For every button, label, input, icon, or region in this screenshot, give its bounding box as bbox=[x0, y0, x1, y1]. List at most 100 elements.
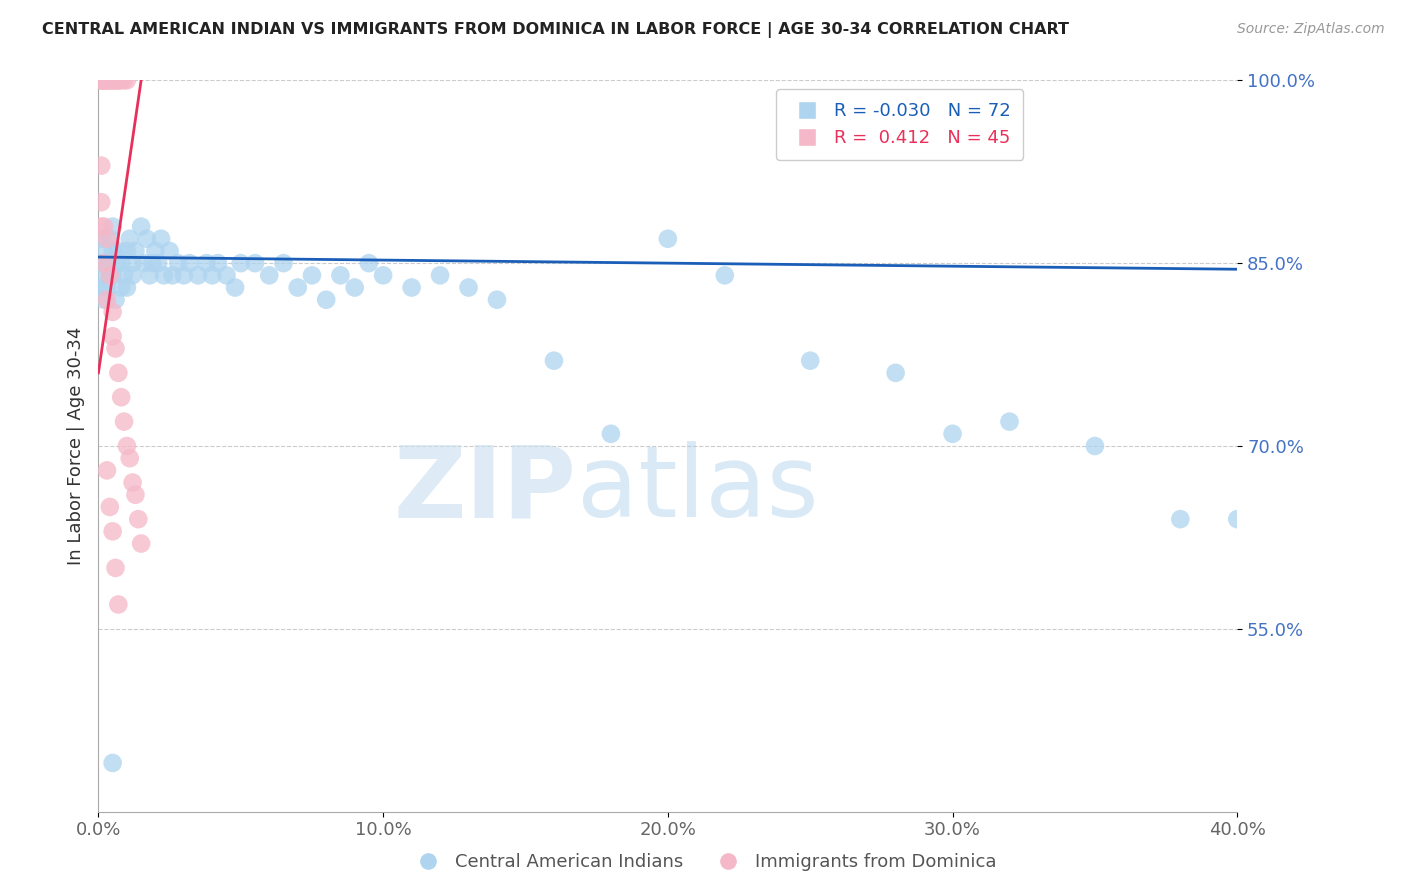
Point bbox=[90, 280, 112, 294]
Point bbox=[329, 268, 352, 283]
Point bbox=[101, 305, 124, 319]
Point bbox=[207, 256, 229, 270]
Point bbox=[93, 219, 115, 234]
Point bbox=[90, 232, 112, 246]
Point bbox=[118, 232, 141, 246]
Point bbox=[93, 256, 115, 270]
Point bbox=[110, 390, 132, 404]
Point bbox=[273, 256, 295, 270]
Point bbox=[104, 561, 127, 575]
Point bbox=[799, 353, 821, 368]
Point bbox=[112, 73, 135, 87]
Point bbox=[101, 756, 124, 770]
Point bbox=[90, 73, 112, 87]
Point bbox=[121, 256, 143, 270]
Point bbox=[201, 268, 224, 283]
Point bbox=[104, 256, 127, 270]
Point bbox=[90, 195, 112, 210]
Point bbox=[93, 268, 115, 283]
Point bbox=[101, 524, 124, 539]
Point bbox=[90, 73, 112, 87]
Point bbox=[115, 73, 138, 87]
Point bbox=[98, 268, 121, 283]
Point bbox=[104, 342, 127, 356]
Point bbox=[287, 280, 309, 294]
Point bbox=[301, 268, 323, 283]
Point bbox=[104, 73, 127, 87]
Point bbox=[96, 256, 118, 270]
Point bbox=[357, 256, 380, 270]
Point bbox=[215, 268, 238, 283]
Point bbox=[1170, 512, 1192, 526]
Point bbox=[90, 159, 112, 173]
Point bbox=[96, 280, 118, 294]
Point bbox=[343, 280, 366, 294]
Point bbox=[121, 268, 143, 283]
Point bbox=[96, 232, 118, 246]
Point bbox=[243, 256, 266, 270]
Point bbox=[195, 256, 218, 270]
Point bbox=[112, 415, 135, 429]
Point bbox=[714, 268, 737, 283]
Point bbox=[315, 293, 337, 307]
Point bbox=[110, 256, 132, 270]
Point bbox=[429, 268, 451, 283]
Point bbox=[124, 244, 146, 258]
Point bbox=[104, 293, 127, 307]
Point bbox=[107, 366, 129, 380]
Point bbox=[90, 219, 112, 234]
Point bbox=[101, 244, 124, 258]
Point bbox=[93, 73, 115, 87]
Point bbox=[107, 244, 129, 258]
Text: ZIP: ZIP bbox=[394, 442, 576, 539]
Point bbox=[153, 268, 176, 283]
Y-axis label: In Labor Force | Age 30-34: In Labor Force | Age 30-34 bbox=[66, 326, 84, 566]
Point bbox=[101, 73, 124, 87]
Point bbox=[373, 268, 395, 283]
Point bbox=[159, 244, 181, 258]
Point bbox=[457, 280, 479, 294]
Point bbox=[93, 73, 115, 87]
Point bbox=[167, 256, 190, 270]
Point bbox=[135, 232, 157, 246]
Point bbox=[96, 293, 118, 307]
Point bbox=[162, 268, 184, 283]
Point bbox=[110, 73, 132, 87]
Point bbox=[224, 280, 246, 294]
Point bbox=[121, 475, 143, 490]
Point bbox=[657, 232, 679, 246]
Point bbox=[110, 280, 132, 294]
Point bbox=[112, 268, 135, 283]
Point bbox=[998, 415, 1021, 429]
Point bbox=[93, 73, 115, 87]
Point bbox=[96, 73, 118, 87]
Point bbox=[124, 488, 146, 502]
Point bbox=[187, 268, 209, 283]
Point bbox=[96, 463, 118, 477]
Point bbox=[145, 244, 167, 258]
Point bbox=[942, 426, 965, 441]
Point bbox=[101, 73, 124, 87]
Point bbox=[98, 73, 121, 87]
Point bbox=[129, 536, 152, 550]
Point bbox=[107, 73, 129, 87]
Text: Source: ZipAtlas.com: Source: ZipAtlas.com bbox=[1237, 22, 1385, 37]
Point bbox=[98, 268, 121, 283]
Point bbox=[884, 366, 907, 380]
Point bbox=[115, 244, 138, 258]
Point bbox=[486, 293, 509, 307]
Legend: R = -0.030   N = 72, R =  0.412   N = 45: R = -0.030 N = 72, R = 0.412 N = 45 bbox=[776, 89, 1024, 160]
Point bbox=[229, 256, 252, 270]
Point bbox=[104, 73, 127, 87]
Point bbox=[107, 73, 129, 87]
Legend: Central American Indians, Immigrants from Dominica: Central American Indians, Immigrants fro… bbox=[402, 847, 1004, 879]
Point bbox=[93, 244, 115, 258]
Point bbox=[1226, 512, 1249, 526]
Point bbox=[90, 73, 112, 87]
Point bbox=[141, 256, 163, 270]
Point bbox=[179, 256, 201, 270]
Point bbox=[118, 451, 141, 466]
Point bbox=[93, 293, 115, 307]
Point bbox=[127, 512, 149, 526]
Point bbox=[96, 73, 118, 87]
